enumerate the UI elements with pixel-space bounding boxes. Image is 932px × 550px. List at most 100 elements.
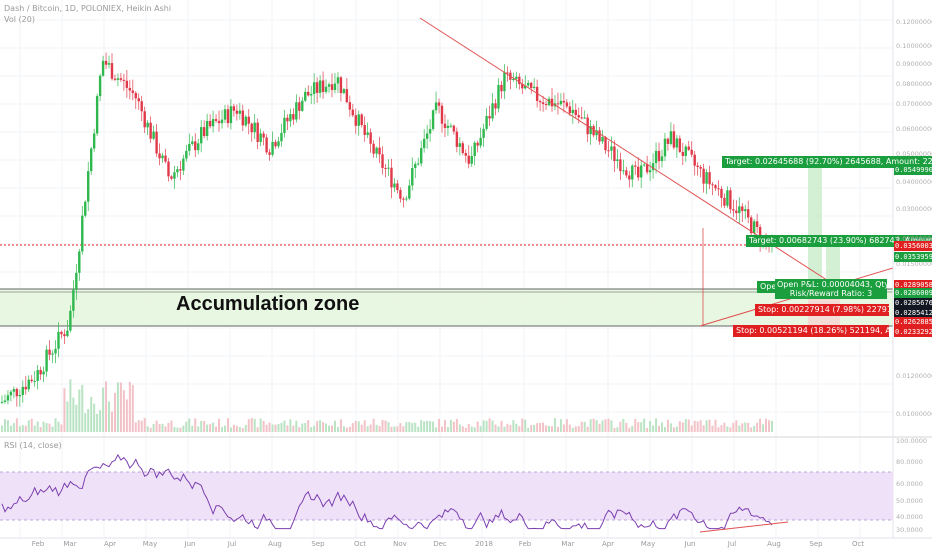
volume-bar [51,426,54,432]
long-stop-label[interactable]: Stop: 0.00521194 (18.26%) 521194, Amount… [733,325,889,337]
time-axis-label: Sep [809,540,823,548]
candle-body [199,127,203,144]
volume-bar [298,427,301,432]
candle-body [152,131,155,139]
volume-bar [280,422,283,432]
volume-bar [461,426,464,432]
short-target-label[interactable]: Target: 0.00682743 (23.90%) 682743, Amou… [746,235,932,247]
volume-bar [57,421,60,432]
candle-body [363,125,366,135]
candle-body [66,330,69,337]
candle-body [437,102,441,106]
volume-bar [500,420,503,432]
candle-body [39,369,42,375]
volume-bar [750,427,753,432]
volume-bar [78,389,81,432]
candle-body [179,169,182,171]
price-tag: 0.03560036 [894,241,932,251]
candle-body [723,197,726,206]
candle-body [188,143,191,151]
candle-body [434,102,438,111]
volume-bar [256,427,259,432]
candle-body [33,380,36,382]
volume-bar [768,420,771,432]
candle-body [12,389,16,392]
volume-bar [390,426,393,432]
volume-bar [203,420,206,432]
long-target-label[interactable]: Target: 0.02645688 (92.70%) 2645688, Amo… [722,156,932,168]
candle-body [161,155,164,159]
price-tag: 0.02856764 [894,298,932,308]
volume-bar [342,426,345,432]
volume-bar [21,425,24,432]
volume-bar [604,419,607,432]
volume-bar [562,424,565,432]
candle-body [89,148,93,172]
open-pnl-label[interactable]: Open P&L: 0.00004043, Qty: 1096903 Risk/… [775,279,887,299]
volume-bar [283,420,286,432]
candle-body [244,116,247,126]
volume-bar [99,410,102,432]
candle-body [101,60,105,76]
volume-bar [384,420,387,432]
volume-bar [628,427,631,432]
candle-body [250,123,253,133]
volume-bar [684,419,687,432]
volume-bar [381,419,384,432]
time-axis-label: Jun [684,540,696,548]
candle-body [619,159,622,172]
volume-bar [146,426,149,432]
candle-body [675,138,679,148]
candle-body [122,79,126,81]
volume-bar [363,420,366,432]
candle-body [696,165,699,167]
volume-bar [286,425,289,432]
candle-body [265,137,268,153]
volume-bar [268,422,271,432]
volume-bar [527,427,530,432]
time-axis-label: Jul [227,540,237,548]
short-stop-label[interactable]: Stop: 0.00227914 (7.98%) 227914, Amount: [755,304,889,316]
open-cut-label[interactable]: Open [757,281,777,293]
price-axis-label: 0.02000000 [896,235,932,243]
candle-body [357,114,360,126]
candle-body [268,152,271,155]
candle-body [312,82,316,94]
candle-body [217,120,221,124]
volume-bar [405,422,408,432]
volume-bar [81,384,84,432]
volume-bar [551,426,553,432]
candle-body [702,168,705,184]
volume-bar [506,423,509,432]
candle-body [610,146,613,151]
candle-body [521,84,524,89]
rsi-axis-label: 30.0000 [896,526,923,534]
candle-body [205,120,209,137]
candle-body [42,371,45,375]
candle-body [9,391,13,396]
volume-bar [3,419,6,432]
volume-bar [699,420,702,432]
price-axis-label: 0.10000000 [896,42,932,50]
candle-body [292,114,295,120]
candle-body [547,98,551,106]
volume-bars [1,379,773,432]
volume-bar [369,424,372,432]
candle-body [556,103,560,105]
candle-body [607,150,610,152]
volume-bar [559,419,562,432]
candle-body [315,82,319,93]
candle-body [116,78,120,80]
candle-body [98,75,102,97]
candle-body [140,101,143,112]
volume-bar [244,424,247,432]
volume-bar [111,411,113,432]
volume-bar [536,423,539,432]
candle-body [747,209,750,218]
volume-bar [354,421,357,432]
candle-body [604,136,607,151]
candle-body [488,116,491,119]
candle-body [366,132,369,135]
